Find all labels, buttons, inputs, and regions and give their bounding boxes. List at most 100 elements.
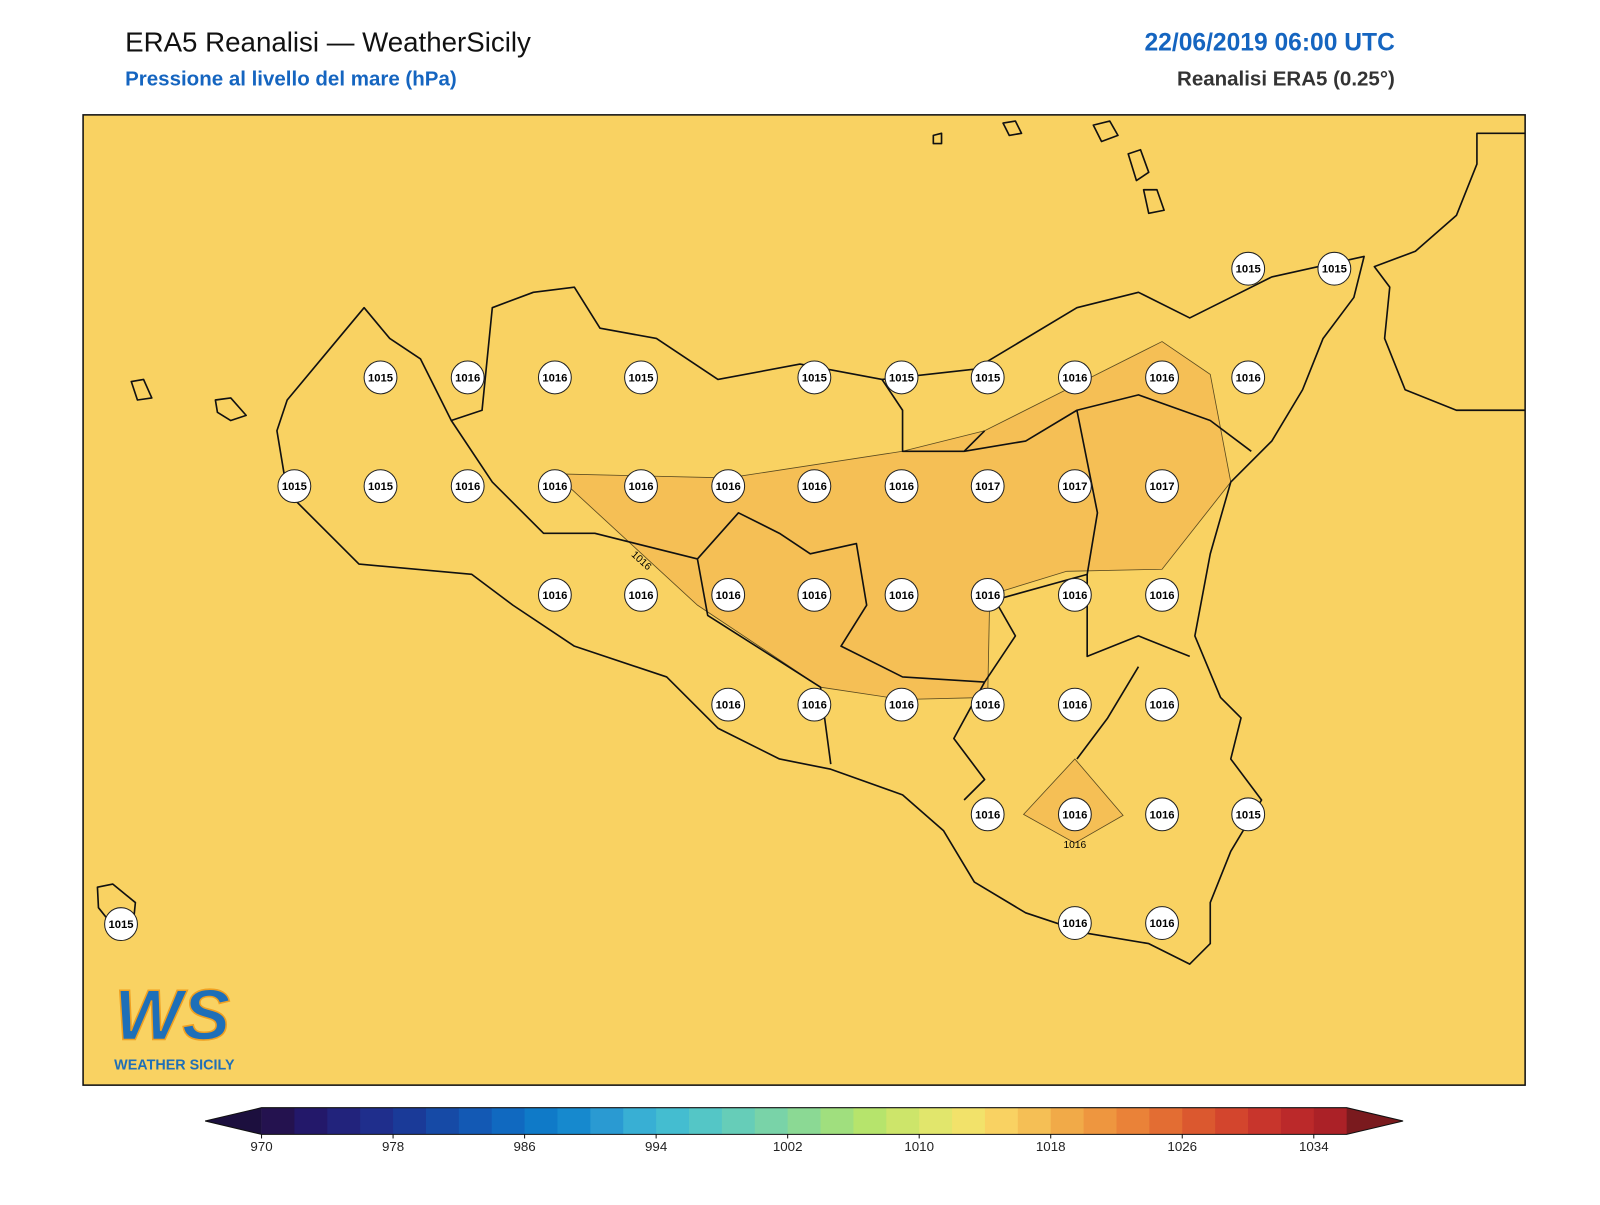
colorbar-tick-label: 986: [513, 1139, 535, 1154]
colorbar-swatch: [590, 1107, 624, 1135]
station-marker: [537, 577, 572, 612]
station-label: 1015: [282, 481, 307, 493]
colorbar: 970 978 986 994 1002 1010 1018 1026 1034: [205, 1107, 1404, 1154]
station-label: 1015: [108, 919, 133, 931]
colorbar-swatch: [820, 1107, 854, 1135]
station-marker: [970, 360, 1005, 395]
station-label: 1016: [1150, 700, 1175, 712]
station-label: 1015: [368, 481, 393, 493]
station-marker: [450, 360, 485, 395]
station-label: 1016: [802, 700, 827, 712]
station-marker: [277, 469, 312, 504]
colorbar-swatch: [623, 1107, 657, 1135]
station-marker: [711, 469, 746, 504]
colorbar-over: [1346, 1107, 1404, 1135]
station-marker: [711, 577, 746, 612]
station-marker: [1145, 469, 1179, 504]
station-label: 1015: [628, 372, 653, 384]
colorbar-swatch: [458, 1107, 493, 1135]
sicily-coast: [276, 255, 1365, 965]
station-marker: [624, 577, 658, 612]
colorbar-tick-label: 1010: [904, 1139, 934, 1154]
station-label: 1016: [975, 809, 1000, 821]
station-label: 1016: [802, 590, 827, 602]
colorbar-swatch: [1313, 1107, 1348, 1135]
calabria-coast: [1373, 132, 1526, 412]
colorbar-tick-label: 1018: [1036, 1139, 1066, 1154]
station-label: 1016: [716, 481, 741, 493]
station-label: 1016: [889, 481, 914, 493]
colorbar-swatch: [1280, 1107, 1315, 1135]
colorbar-swatch: [524, 1107, 558, 1135]
station-label: 1016: [716, 700, 741, 712]
station-label: 1015: [975, 372, 1000, 384]
colorbar-under: [205, 1107, 262, 1135]
station-label: 1016: [628, 590, 653, 602]
station-marker: [1145, 687, 1179, 722]
station-marker: [1057, 797, 1092, 832]
station-marker: [450, 469, 485, 504]
station-label: 1015: [1322, 264, 1347, 276]
internal-borders: [450, 379, 1252, 801]
station-label: 1017: [975, 481, 1000, 493]
colorbar-swatch: [984, 1107, 1019, 1135]
station-label: 1015: [1236, 809, 1261, 821]
station-marker: [1145, 797, 1179, 832]
station-label: 1015: [368, 372, 393, 384]
station-label: 1016: [1062, 918, 1087, 930]
colorbar-swatch: [491, 1107, 526, 1135]
colorbar-swatch: [294, 1107, 328, 1135]
colorbar-swatch: [689, 1107, 723, 1135]
station-marker: [884, 687, 919, 722]
station-marker: [624, 360, 658, 395]
station-marker: [1231, 360, 1266, 395]
map: 1016 1016 1015 1015 1015 1016 1016 1015 1015 10…: [82, 114, 1526, 1086]
station-marker: [363, 469, 398, 504]
colorbar-swatch: [425, 1107, 460, 1135]
station-label: 1016: [1062, 372, 1087, 384]
station-label: 1016: [1150, 809, 1175, 821]
station-marker: [1057, 906, 1092, 940]
colorbar-swatch: [754, 1107, 789, 1135]
colorbar-swatch: [327, 1107, 361, 1135]
islands: [96, 120, 1165, 924]
station-marker: [884, 577, 919, 612]
station-label: 1016: [889, 700, 914, 712]
colorbar-tick-label: 1002: [773, 1139, 803, 1154]
title: ERA5 Reanalisi — WeatherSicily: [125, 26, 531, 57]
colorbar-swatch: [1182, 1107, 1216, 1135]
station-marker: [1057, 577, 1092, 612]
station-marker: [1145, 906, 1179, 940]
colorbar-tick-label: 994: [645, 1139, 668, 1154]
colorbar-swatch: [261, 1107, 295, 1135]
colorbar-tick-label: 970: [250, 1139, 272, 1154]
colorbar-swatch: [360, 1107, 394, 1135]
station-label: 1016: [889, 590, 914, 602]
station-label: 1015: [1236, 264, 1261, 276]
station-marker: [1231, 797, 1266, 832]
source: Reanalisi ERA5 (0.25°): [1177, 67, 1395, 90]
station-label: 1016: [542, 372, 567, 384]
station-marker: [797, 360, 832, 395]
station-label: 1016: [975, 700, 1000, 712]
station-marker: [884, 360, 919, 395]
station-marker: [1145, 360, 1179, 395]
logo-mark: WS: [114, 975, 230, 1055]
station-label: 1015: [889, 372, 914, 384]
datetime: 22/06/2019 06:00 UTC: [1144, 30, 1395, 57]
colorbar-swatch: [1116, 1107, 1150, 1135]
colorbar-swatch: [557, 1107, 591, 1135]
station-label: 1015: [802, 372, 827, 384]
colorbar-swatch: [853, 1107, 887, 1135]
colorbar-swatch: [919, 1107, 953, 1135]
colorbar-tick-label: 978: [382, 1139, 404, 1154]
station-label: 1016: [802, 481, 827, 493]
station-marker: [624, 469, 658, 504]
station-marker: [1057, 469, 1092, 504]
colorbar-swatch: [393, 1107, 427, 1135]
colorbar-swatch: [1017, 1107, 1052, 1135]
station-marker: [537, 469, 572, 504]
station-marker: [884, 469, 919, 504]
station-marker: [363, 360, 398, 395]
colorbar-tick-label: 1034: [1299, 1139, 1329, 1154]
